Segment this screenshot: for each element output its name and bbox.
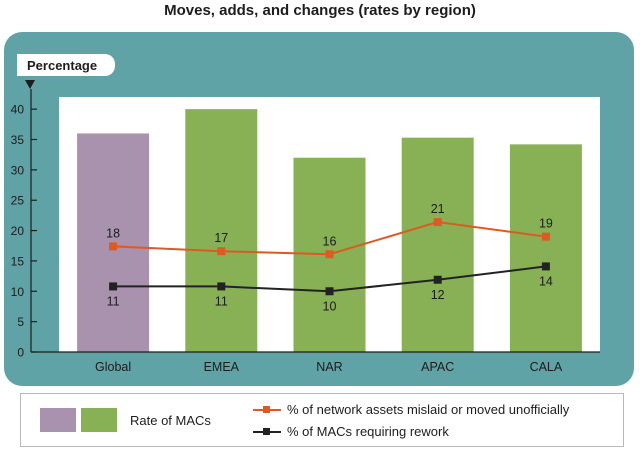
series-2-data-label: 10 (323, 299, 337, 313)
legend-swatch-global (40, 408, 76, 432)
series-1-point (217, 247, 226, 256)
series-2-point (109, 282, 118, 291)
chart-title: Moves, adds, and changes (rates by regio… (164, 2, 476, 19)
legend-marker-orange (263, 406, 270, 413)
y-tick-label: 35 (11, 133, 25, 147)
series-2-data-label: 12 (431, 288, 445, 302)
y-axis-label-tab (17, 54, 115, 76)
series-2-point (217, 282, 226, 291)
legend-label-orange: % of network assets mislaid or moved uno… (287, 402, 570, 417)
series-2-point (325, 287, 334, 296)
y-axis-label-tab-corner (17, 54, 29, 76)
series-1-point (541, 232, 550, 241)
x-tick-label: NAR (316, 360, 342, 374)
series-2-point (541, 262, 550, 271)
x-tick-label: APAC (421, 360, 454, 374)
series-1-data-label: 19 (539, 217, 553, 231)
series-1-data-label: 16 (323, 234, 337, 248)
y-tick-label: 15 (11, 254, 25, 268)
series-2-point (433, 275, 442, 284)
y-tick-label: 30 (11, 163, 25, 177)
series-1-data-label: 17 (214, 231, 228, 245)
legend-label-bars: Rate of MACs (130, 413, 211, 428)
y-tick-label: 25 (11, 194, 25, 208)
series-1-data-label: 21 (431, 202, 445, 216)
legend-label-black: % of MACs requiring rework (287, 424, 449, 439)
y-tick-label: 10 (11, 285, 25, 299)
series-2-data-label: 14 (539, 274, 553, 288)
y-tick-label: 40 (11, 103, 25, 117)
legend-swatch-region (81, 408, 117, 432)
y-axis-label: Percentage (27, 58, 97, 73)
series-1-data-label: 18 (106, 226, 120, 240)
series-1-point (109, 242, 118, 251)
bar-apac (401, 137, 474, 352)
series-1-point (325, 250, 334, 259)
bar-cala (509, 144, 582, 352)
legend-marker-black (263, 428, 270, 435)
y-tick-label: 5 (17, 315, 24, 329)
series-2-data-label: 11 (215, 294, 228, 308)
y-tick-label: 20 (11, 224, 25, 238)
y-tick-label: 0 (17, 346, 24, 360)
series-2-data-label: 11 (107, 294, 120, 308)
bar-emea (185, 109, 258, 353)
y-axis-arrow-icon (25, 80, 35, 89)
legend: Rate of MACs % of network assets mislaid… (20, 393, 624, 447)
x-tick-label: Global (95, 360, 131, 374)
x-tick-label: CALA (530, 360, 563, 374)
x-tick-label: EMEA (204, 360, 240, 374)
series-1-point (433, 218, 442, 227)
